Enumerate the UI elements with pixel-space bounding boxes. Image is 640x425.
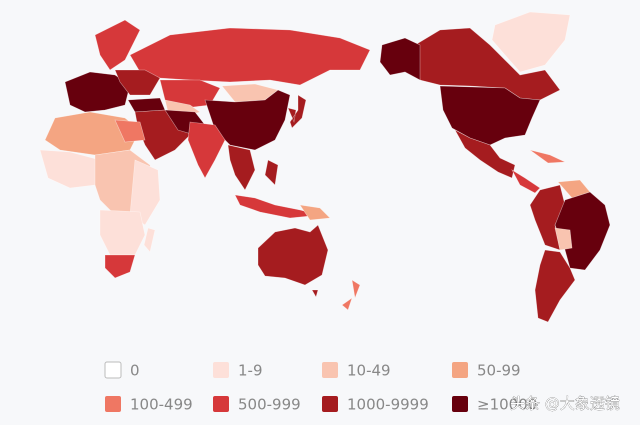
legend-label: 0 — [130, 362, 140, 380]
korea-japan — [287, 94, 307, 129]
egypt — [114, 119, 146, 143]
central-america — [511, 169, 541, 194]
legend-swatch — [104, 361, 122, 379]
legend-label: 10-49 — [347, 362, 391, 380]
legend: 0 1-9 10-49 50-99 100-499 500-999 1000-9999 ≥10… — [104, 361, 537, 414]
west-europe — [64, 71, 131, 113]
india — [187, 121, 226, 179]
legend-label: 500-999 — [238, 396, 301, 414]
legend-swatch — [213, 396, 229, 412]
legend-label: 1-9 — [238, 362, 263, 380]
canada — [414, 27, 561, 101]
watermark: 头条 @大象透镜 — [510, 395, 620, 413]
legend-swatch — [322, 396, 338, 412]
legend-label: 1000-9999 — [347, 396, 429, 414]
legend-label: ≥10000 — [477, 396, 537, 414]
greenland — [491, 11, 571, 73]
southeast-asia — [227, 144, 256, 191]
legend-label: 50-99 — [477, 362, 521, 380]
tasmania — [311, 289, 319, 298]
legend-swatch — [452, 396, 468, 412]
bolivia — [554, 227, 573, 251]
legend-swatch — [322, 362, 338, 378]
australia — [257, 224, 329, 286]
turkey — [127, 97, 166, 113]
scandinavia — [94, 19, 141, 71]
legend-label: 100-499 — [130, 396, 193, 414]
usa — [439, 85, 541, 146]
philippines — [264, 159, 279, 186]
east-africa — [129, 159, 161, 226]
madagascar — [143, 227, 156, 253]
new-guinea — [299, 204, 331, 221]
world-map — [39, 11, 611, 323]
russia — [129, 27, 371, 86]
legend-swatch — [105, 396, 121, 412]
legend-swatch — [452, 362, 468, 378]
south-africa — [104, 254, 136, 279]
argentina-chile — [534, 249, 576, 323]
east-europe — [114, 69, 161, 96]
alaska — [379, 37, 421, 81]
southern-africa — [99, 209, 146, 256]
caribbean — [529, 149, 566, 164]
new-zealand — [341, 279, 361, 311]
legend-swatch — [213, 362, 229, 378]
